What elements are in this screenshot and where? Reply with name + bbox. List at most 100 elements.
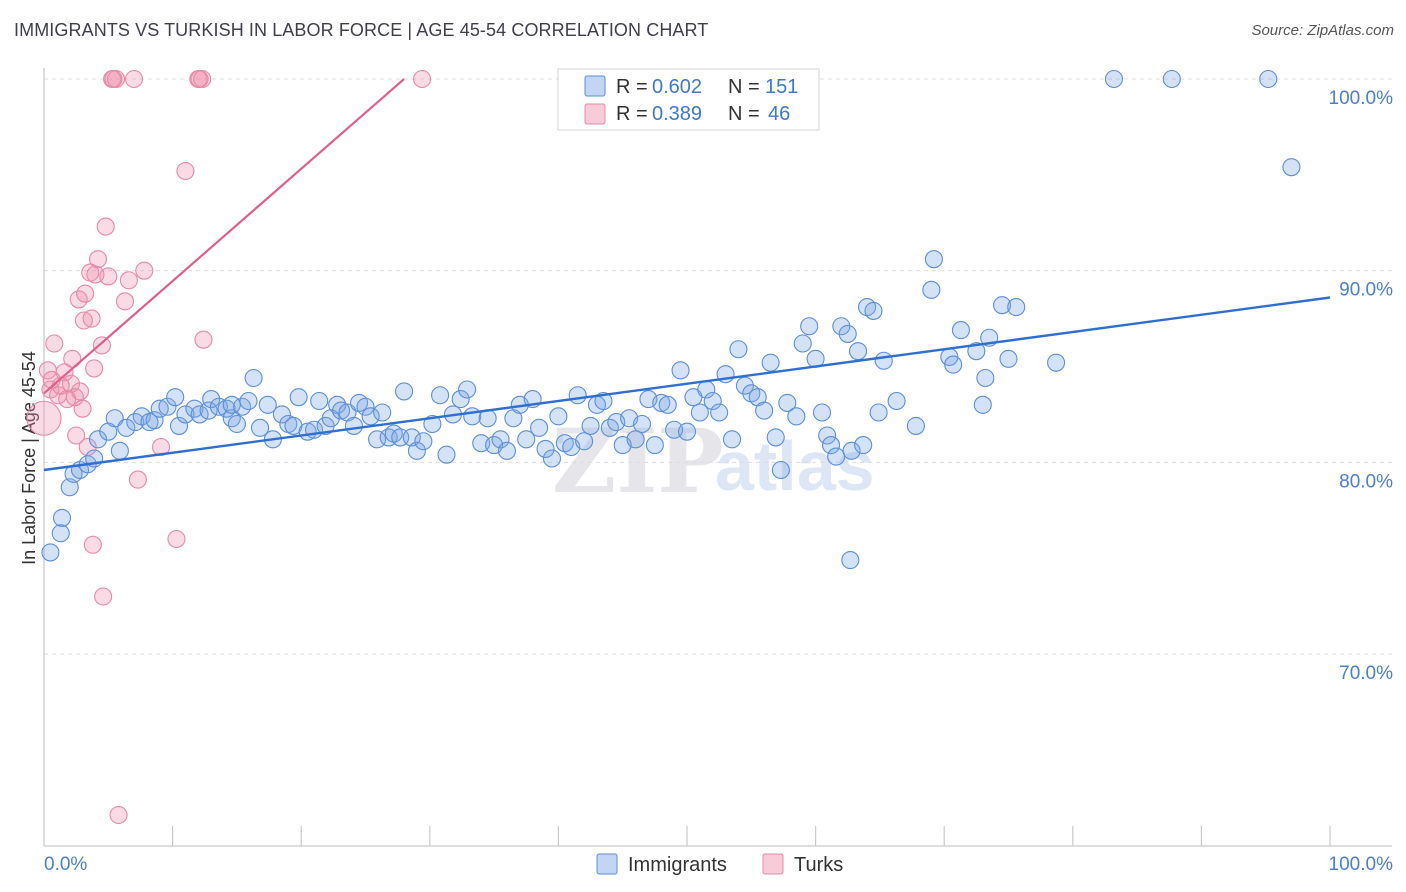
immigrants-point-50 xyxy=(356,397,375,416)
x-tick-label-0: 0.0% xyxy=(44,854,87,875)
immigrants-point-58 xyxy=(402,428,421,447)
immigrants-point-105 xyxy=(710,403,729,422)
immigrants-point-149 xyxy=(841,551,860,570)
immigrants-point-51 xyxy=(361,407,380,426)
turks-point-27 xyxy=(96,217,115,236)
immigrants-point-107 xyxy=(722,430,742,449)
turks-point-17 xyxy=(76,284,95,303)
immigrants-point-36 xyxy=(272,405,291,424)
immigrants-point-28 xyxy=(222,409,241,428)
immigrants-point-152 xyxy=(1259,69,1278,89)
turks-point-40 xyxy=(176,161,195,181)
chart-title: IMMIGRANTS VS TURKISH IN LABOR FORCE | A… xyxy=(14,20,709,40)
immigrants-point-136 xyxy=(924,250,943,269)
immigrants-point-1 xyxy=(52,508,72,527)
immigrants-point-129 xyxy=(854,436,873,455)
turks-point-16 xyxy=(74,311,93,330)
y-tick-label-70: 70.0% xyxy=(1339,663,1393,684)
immigrants-point-59 xyxy=(407,441,426,460)
immigrants-point-121 xyxy=(812,403,832,422)
legend-r-label-immigrants: R = xyxy=(616,76,648,98)
immigrants-point-24 xyxy=(199,401,218,420)
turks-trend-line xyxy=(43,78,405,395)
immigrants-point-123 xyxy=(821,436,841,455)
immigrants-point-46 xyxy=(332,401,351,420)
immigrants-point-78 xyxy=(536,439,555,458)
immigrants-point-39 xyxy=(289,388,308,407)
immigrants-point-11 xyxy=(110,441,129,460)
legend-n-value-immigrants: 151 xyxy=(765,76,798,98)
immigrants-point-127 xyxy=(842,441,861,460)
immigrants-point-95 xyxy=(645,436,664,455)
immigrants-point-84 xyxy=(575,432,594,451)
source-credit: Source: ZipAtlas.com xyxy=(1251,22,1394,39)
immigrants-point-143 xyxy=(976,368,995,388)
immigrants-point-80 xyxy=(549,407,568,426)
immigrants-point-117 xyxy=(787,407,806,426)
turks-point-45 xyxy=(413,69,432,89)
immigrants-point-33 xyxy=(250,418,270,437)
turks-point-24 xyxy=(88,250,108,269)
legend-swatch-turks xyxy=(584,103,606,125)
immigrants-point-116 xyxy=(778,393,797,412)
immigrants-point-133 xyxy=(874,351,893,370)
turks-point-36 xyxy=(128,470,147,489)
y-tick-labels: 70.0% 80.0% 90.0% 100.0% xyxy=(1329,88,1394,684)
gridlines xyxy=(44,78,1392,655)
turks-point-35 xyxy=(124,69,144,89)
immigrants-point-48 xyxy=(344,416,363,435)
legend-n-value-turks: 46 xyxy=(768,103,790,125)
immigrants-point-23 xyxy=(190,405,209,424)
immigrants-point-108 xyxy=(729,340,748,359)
turks-point-7 xyxy=(55,363,74,382)
watermark-atlas: atlas xyxy=(715,427,875,505)
watermark-zip: ZIP xyxy=(552,409,724,513)
immigrants-point-53 xyxy=(373,403,392,422)
legend-box xyxy=(557,68,820,131)
immigrants-point-60 xyxy=(414,432,433,451)
immigrants-point-67 xyxy=(463,407,482,426)
immigrants-point-57 xyxy=(395,382,414,401)
immigrants-point-25 xyxy=(202,390,221,409)
immigrants-point-100 xyxy=(677,422,697,441)
turks-point-44 xyxy=(194,330,213,349)
immigrants-point-96 xyxy=(652,393,671,412)
y-tick-label-90: 90.0% xyxy=(1339,280,1393,301)
x-axis-ticks xyxy=(172,826,1331,846)
immigrants-point-77 xyxy=(530,418,549,437)
immigrants-point-153 xyxy=(1282,158,1301,177)
immigrants-point-34 xyxy=(258,395,277,414)
correlation-legend: R = 0.602 N = 151 R = 0.389 N = 46 xyxy=(557,68,820,131)
immigrants-point-10 xyxy=(105,409,124,428)
turks-point-31 xyxy=(106,69,126,89)
y-axis-title: In Labor Force | Age 45-54 xyxy=(19,351,39,565)
turks-point-21 xyxy=(83,535,102,554)
immigrants-point-52 xyxy=(368,430,387,449)
legend-r-label-turks: R = xyxy=(616,103,648,125)
immigrants-point-151 xyxy=(1162,69,1181,89)
turks-point-12 xyxy=(67,426,86,445)
immigrants-trend-line xyxy=(43,296,1331,472)
immigrants-point-147 xyxy=(1007,298,1026,317)
immigrants-point-104 xyxy=(703,391,722,411)
y-tick-label-80: 80.0% xyxy=(1339,471,1393,492)
immigrants-point-132 xyxy=(869,403,888,422)
immigrants-point-119 xyxy=(800,317,819,336)
immigrants-point-0 xyxy=(41,543,60,562)
y-tick-label-100: 100.0% xyxy=(1329,88,1394,109)
immigrants-point-93 xyxy=(632,414,652,434)
immigrants-point-3 xyxy=(60,478,79,497)
immigrants-point-140 xyxy=(951,321,970,340)
immigrants-point-61 xyxy=(423,414,442,434)
turks-point-39 xyxy=(167,529,186,549)
immigrants-point-113 xyxy=(761,353,780,372)
immigrants-point-12 xyxy=(117,418,136,437)
immigrants-point-118 xyxy=(793,334,812,353)
immigrants-point-145 xyxy=(993,296,1012,315)
immigrants-point-126 xyxy=(838,324,857,343)
immigrants-point-87 xyxy=(594,391,613,411)
bottom-legend-swatch-immigrants xyxy=(596,853,618,875)
immigrants-point-65 xyxy=(451,390,470,409)
immigrants-point-8 xyxy=(88,430,108,449)
turks-point-28 xyxy=(99,267,118,286)
